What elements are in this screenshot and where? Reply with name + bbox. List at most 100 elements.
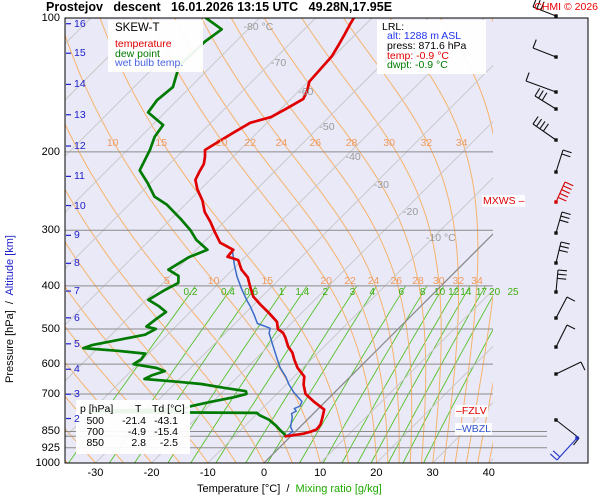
moist-adiabat-label: 30 — [383, 137, 395, 149]
y-axis-title-altitude: Altitude [km] — [4, 235, 16, 296]
isotherm-label: -40 — [345, 151, 361, 163]
lrl-info-box: LRL: alt: 1288 m ASL press: 871.6 hPa te… — [377, 20, 486, 75]
isotherm-line — [65, 18, 429, 382]
lrl-pressure: press: 871.6 hPa — [387, 39, 467, 52]
mixing-ratio-label: 10 — [434, 287, 446, 298]
moist-adiabat-label: 10 — [207, 275, 220, 287]
isotherm-line — [65, 18, 316, 270]
temperature-tick-label: -10 — [199, 467, 216, 479]
altitude-tick-label: 3 — [74, 388, 80, 401]
wind-barb-icon — [532, 0, 558, 18]
lrl-altitude: alt: 1288 m ASL — [387, 30, 462, 42]
moist-adiabat-label: 32 — [420, 137, 433, 149]
pressure-tick-label: 1000 — [35, 456, 60, 469]
mixing-ratio-label: 25 — [507, 287, 519, 298]
lrl-title: LRL: — [382, 21, 405, 33]
levels-table: p [hPa] T Td [°C] 500 -21.4 -43.1 700 -4… — [76, 400, 190, 454]
isotherm-line — [65, 18, 148, 101]
isotherm-label: -70 — [271, 57, 287, 69]
x-axis-title-mixing-ratio: Mixing ratio [g/kg] — [289, 483, 382, 495]
mixing-ratio-label: 3 — [349, 287, 356, 298]
table-row: 700 -4.9 -15.4 — [76, 427, 190, 438]
lrl-temperature: temp: -0.9 °C — [387, 49, 449, 62]
pressure-tick-label: 600 — [41, 358, 60, 371]
mixing-ratio-label: 17 — [475, 287, 487, 298]
altitude-tick-label: 13 — [74, 108, 86, 121]
cell: -2.5 — [159, 437, 178, 449]
altitude-tick-label: 2 — [74, 412, 80, 425]
pressure-tick-label: 925 — [41, 441, 60, 454]
cell: -21.4 — [122, 415, 146, 427]
wind-barb-icon — [554, 324, 576, 349]
mixing-ratio-label: 2 — [322, 287, 329, 298]
moist-adiabat-label: 20 — [215, 137, 228, 149]
isotherm-label: -80 °C — [243, 21, 274, 33]
altitude-tick-label: 5 — [74, 337, 80, 350]
mixing-ratio-label: 1 — [278, 287, 285, 298]
cell: -43.1 — [154, 415, 178, 427]
altitude-tick-label: 4 — [74, 363, 80, 376]
temperature-curve — [194, 18, 356, 438]
temperature-tick-label: -30 — [87, 467, 104, 479]
altitude-tick-label: 12 — [74, 140, 86, 153]
pressure-tick-label: 400 — [41, 279, 60, 292]
moist-adiabat-label: 10 — [106, 137, 119, 149]
altitude-tick-label: 7 — [74, 285, 80, 298]
moist-adiabat-label: 34 — [471, 275, 483, 287]
mixing-ratio-label: 12 — [448, 287, 460, 298]
moist-adiabat-label: 28 — [412, 275, 424, 287]
wet-bulb-zero-label: –WBZL — [455, 423, 493, 435]
table-row: 850 2.8 -2.5 — [76, 438, 190, 449]
mixing-ratio-label: 6 — [398, 287, 405, 298]
wind-barb-icon — [549, 436, 579, 461]
isotherm-label: -50 — [319, 121, 335, 133]
altitude-tick-label: 10 — [74, 199, 86, 212]
moist-adiabat-label: 24 — [367, 275, 380, 287]
moist-adiabat-label: 22 — [344, 275, 356, 287]
legend-wet-bulb: wet bulb temp. — [115, 57, 184, 70]
isotherm-line — [65, 18, 204, 157]
cell: 850 — [86, 437, 104, 449]
plot-frame — [64, 17, 589, 464]
pressure-tick-label: 700 — [41, 387, 60, 400]
table-row: 500 -21.4 -43.1 — [76, 416, 190, 427]
moist-adiabat-label: 30 — [432, 275, 445, 287]
pressure-tick-label: 850 — [41, 425, 60, 438]
mixing-ratio-label: 8 — [419, 287, 426, 298]
isotherm-label: -60 — [298, 86, 314, 98]
cell: -15.4 — [154, 426, 178, 438]
altitude-tick-label: 8 — [74, 257, 80, 270]
y-axis-title-separator: / — [4, 295, 16, 311]
moist-adiabat-label: 15 — [261, 275, 274, 287]
legend-temperature: temperature — [115, 38, 172, 50]
temperature-tick-label: 30 — [426, 467, 439, 479]
isotherm-label: -10 °C — [425, 232, 456, 244]
wetbulb-curve — [231, 251, 303, 438]
cell: 700 — [86, 426, 104, 438]
y-axis-title: Pressure [hPa] / Altitude [km] — [4, 209, 18, 409]
altitude-ticks — [66, 23, 71, 420]
moist-adiabat-label: 20 — [320, 275, 333, 287]
lrl-dewpoint: dwpt: -0.9 °C — [387, 59, 448, 72]
mixing-ratio-label: 0.2 — [183, 287, 198, 298]
moist-adiabat-label: 32 — [452, 275, 465, 287]
altitude-tick-label: 11 — [74, 170, 85, 183]
mixing-ratio-label: 14 — [460, 287, 472, 298]
page-title: Prostejov descent 16.01.2026 13:15 UTC 4… — [46, 0, 393, 14]
wind-barb-icon — [532, 39, 558, 59]
temperature-tick-label: 10 — [314, 467, 327, 479]
freezing-level-label: –FZLV — [455, 405, 488, 417]
col-pressure: p [hPa] — [80, 403, 114, 415]
max-wind-label: MXWS – — [482, 195, 526, 207]
legend-chart-type: SKEW-T — [115, 22, 160, 34]
mixing-ratio-label: 0.4 — [221, 287, 235, 298]
pressure-tick-label: 100 — [41, 12, 60, 24]
wind-barbs-column — [525, 0, 586, 461]
wind-barb-icon — [554, 211, 571, 235]
moist-adiabat-label: 26 — [309, 137, 322, 149]
isotherm-line — [65, 18, 373, 326]
moist-adiabat-label: 34 — [455, 137, 468, 149]
cell: 2.8 — [131, 437, 146, 449]
copyright-text: CHMI © 2026 — [534, 1, 598, 13]
